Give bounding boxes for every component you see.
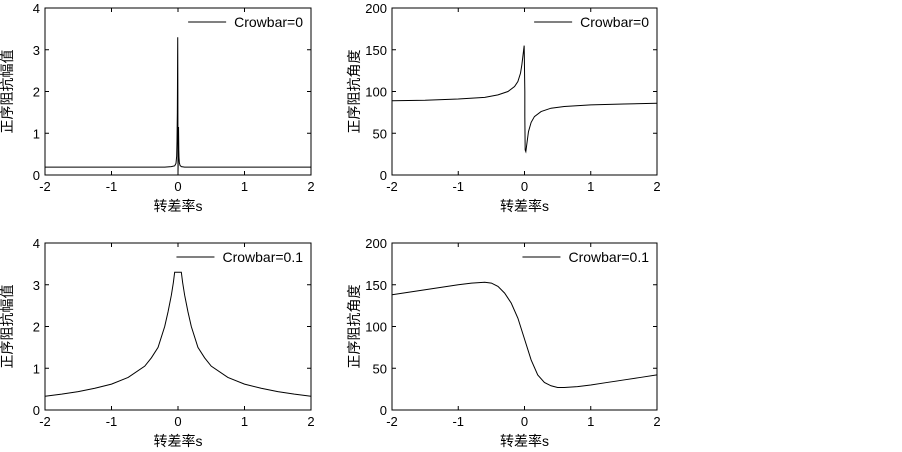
x-tick-label: 2: [653, 179, 660, 194]
y-axis-label: 正序阻抗幅值: [0, 50, 15, 134]
plot-area: [391, 242, 658, 411]
y-tick-label: 0: [33, 403, 40, 418]
x-tick-label: 0: [521, 179, 528, 194]
x-axis-label: 转差率s: [500, 433, 549, 449]
y-axis-label: 正序阻抗角度: [346, 285, 362, 369]
series-line-1: [392, 45, 657, 154]
y-tick-label: 150: [365, 43, 387, 58]
y-tick-label: 2: [33, 85, 40, 100]
chart-panel-4: -2 -1 0 1 2 0 50 100 150 200 转差率s 正序阻抗角度 Crowbar=0.1: [346, 236, 661, 449]
y-tick-label: 0: [380, 403, 387, 418]
y-tick-label: 200: [365, 1, 387, 16]
x-tick-label: 2: [307, 414, 314, 429]
x-tick-label: 0: [174, 414, 181, 429]
x-tick-label: -1: [106, 179, 118, 194]
y-tick-label: 1: [33, 126, 40, 141]
chart-panel-1: -2 -1 0 1 2 0 1 2 3 4 转差率s 正序阻抗幅值 Crowbar=0: [0, 1, 315, 214]
legend-label: Crowbar=0.1: [222, 249, 303, 265]
x-tick-label: -2: [386, 414, 398, 429]
x-axis-label: 转差率s: [154, 433, 203, 449]
y-tick-label: 0: [33, 168, 40, 183]
y-tick-label: 100: [365, 320, 387, 335]
x-axis-label: 转差率s: [500, 198, 549, 214]
legend-label: Crowbar=0.1: [568, 249, 649, 265]
chart-panel-3: -2 -1 0 1 2 0 1 2 3 4 转差率s 正序阻抗幅值 Crowbar=0.1: [0, 236, 315, 449]
y-tick-label: 3: [33, 43, 40, 58]
x-tick-label: 1: [241, 179, 248, 194]
plot-area: [44, 242, 312, 411]
y-axis-label: 正序阻抗角度: [346, 50, 362, 134]
y-tick-label: 100: [365, 85, 387, 100]
x-tick-label: 1: [587, 414, 594, 429]
x-axis-label: 转差率s: [154, 198, 203, 214]
x-tick-label: 1: [587, 179, 594, 194]
x-tick-label: -2: [386, 179, 398, 194]
y-tick-label: 1: [33, 361, 40, 376]
chart-panel-2: -2 -1 0 1 2 0 50 100 150 200 转差率s 正序阻抗角度 Crowbar=0: [346, 1, 661, 214]
x-tick-label: -1: [452, 414, 464, 429]
x-tick-label: 0: [174, 179, 181, 194]
y-axis-label: 正序阻抗幅值: [0, 285, 15, 369]
legend-label: Crowbar=0: [580, 14, 649, 30]
series-line-1: [45, 37, 311, 173]
series-line-1: [392, 281, 657, 388]
y-tick-label: 200: [365, 236, 387, 251]
x-tick-label: 2: [307, 179, 314, 194]
x-tick-label: 1: [241, 414, 248, 429]
x-tick-label: -1: [452, 179, 464, 194]
series-line-1: [45, 271, 311, 397]
y-tick-label: 150: [365, 278, 387, 293]
y-tick-label: 3: [33, 278, 40, 293]
y-tick-label: 4: [33, 1, 40, 16]
x-tick-label: 2: [653, 414, 660, 429]
y-tick-label: 50: [373, 361, 387, 376]
y-tick-label: 50: [373, 126, 387, 141]
x-tick-label: 0: [521, 414, 528, 429]
y-tick-label: 2: [33, 320, 40, 335]
legend-label: Crowbar=0: [234, 14, 303, 30]
x-tick-label: -1: [106, 414, 118, 429]
y-tick-label: 4: [33, 236, 40, 251]
x-tick-label: -2: [39, 179, 51, 194]
y-tick-label: 0: [380, 168, 387, 183]
x-tick-label: -2: [39, 414, 51, 429]
